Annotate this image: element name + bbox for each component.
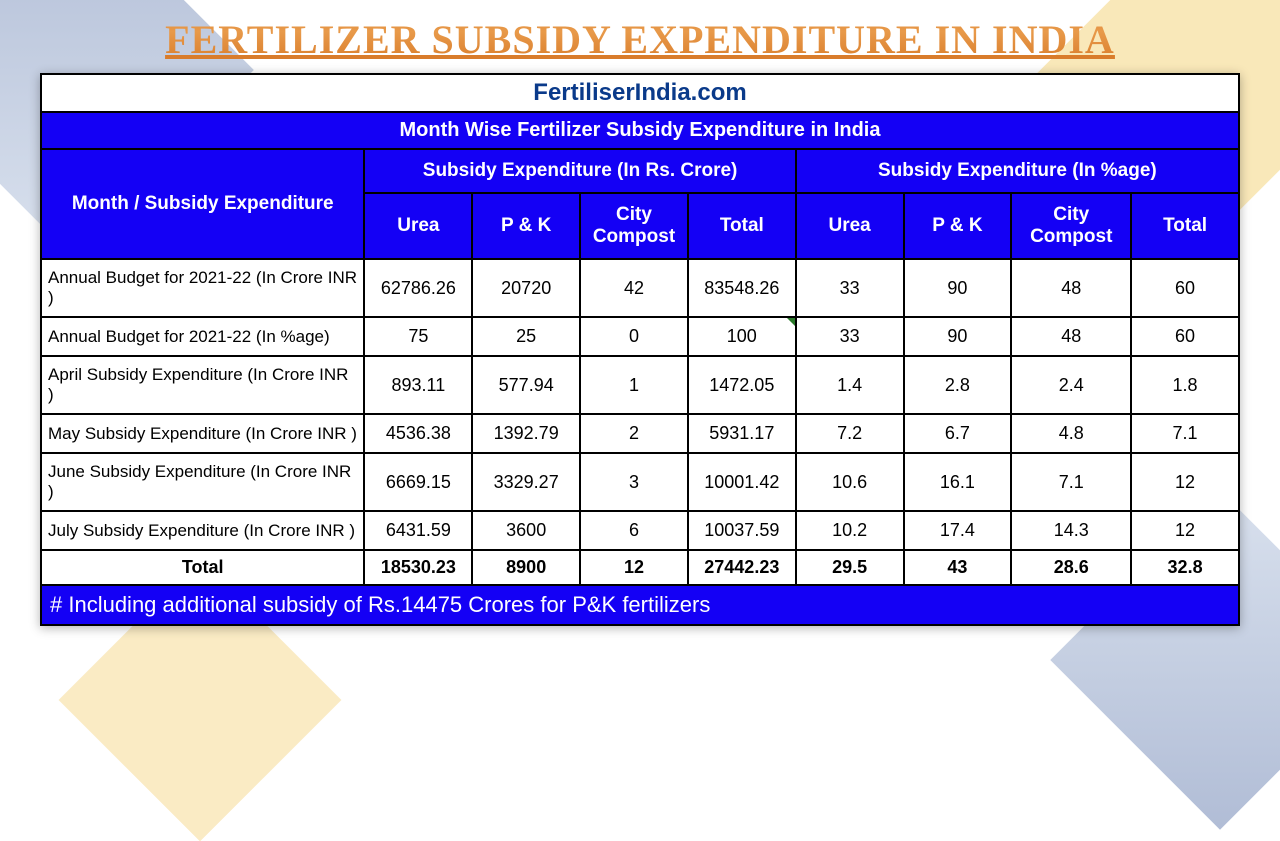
row-label: May Subsidy Expenditure (In Crore INR ) (41, 414, 364, 453)
cell: 1472.05 (688, 356, 796, 414)
cell-marker: 100 (688, 317, 796, 356)
total-cell: 29.5 (796, 550, 904, 585)
cell: 3329.27 (472, 453, 580, 511)
cell: 90 (904, 259, 1012, 317)
cell: 25 (472, 317, 580, 356)
cell: 20720 (472, 259, 580, 317)
cell: 4.8 (1011, 414, 1131, 453)
cell: 60 (1131, 259, 1239, 317)
cell: 1.8 (1131, 356, 1239, 414)
site-name-row: FertiliserIndia.com (41, 74, 1239, 112)
cell: 42 (580, 259, 688, 317)
cell: 6431.59 (364, 511, 472, 550)
cell: 577.94 (472, 356, 580, 414)
table-row: May Subsidy Expenditure (In Crore INR ) … (41, 414, 1239, 453)
table-title: Month Wise Fertilizer Subsidy Expenditur… (41, 112, 1239, 149)
cell: 16.1 (904, 453, 1012, 511)
cell: 7.2 (796, 414, 904, 453)
col-total-pct: Total (1131, 193, 1239, 259)
cell: 75 (364, 317, 472, 356)
col-pk-crore: P & K (472, 193, 580, 259)
cell: 90 (904, 317, 1012, 356)
cell: 6669.15 (364, 453, 472, 511)
cell: 48 (1011, 317, 1131, 356)
table-row: April Subsidy Expenditure (In Crore INR … (41, 356, 1239, 414)
cell: 2.4 (1011, 356, 1131, 414)
col-compost-pct: City Compost (1011, 193, 1131, 259)
cell: 893.11 (364, 356, 472, 414)
table-title-row: Month Wise Fertilizer Subsidy Expenditur… (41, 112, 1239, 149)
cell: 10037.59 (688, 511, 796, 550)
total-cell: 27442.23 (688, 550, 796, 585)
cell: 4536.38 (364, 414, 472, 453)
row-label: April Subsidy Expenditure (In Crore INR … (41, 356, 364, 414)
total-cell: 18530.23 (364, 550, 472, 585)
cell: 1 (580, 356, 688, 414)
col-urea-pct: Urea (796, 193, 904, 259)
cell: 3 (580, 453, 688, 511)
cell: 10001.42 (688, 453, 796, 511)
cell: 1392.79 (472, 414, 580, 453)
col-pk-pct: P & K (904, 193, 1012, 259)
footer-note: # Including additional subsidy of Rs.144… (41, 585, 1239, 625)
site-name: FertiliserIndia.com (41, 74, 1239, 112)
cell: 6.7 (904, 414, 1012, 453)
total-cell: 8900 (472, 550, 580, 585)
cell: 7.1 (1131, 414, 1239, 453)
total-label: Total (41, 550, 364, 585)
total-row: Total 18530.23 8900 12 27442.23 29.5 43 … (41, 550, 1239, 585)
cell: 10.2 (796, 511, 904, 550)
group-header-row: Month / Subsidy Expenditure Subsidy Expe… (41, 149, 1239, 193)
cell: 48 (1011, 259, 1131, 317)
cell: 12 (1131, 453, 1239, 511)
subsidy-table: FertiliserIndia.com Month Wise Fertilize… (40, 73, 1240, 626)
cell: 14.3 (1011, 511, 1131, 550)
total-cell: 12 (580, 550, 688, 585)
row-label: June Subsidy Expenditure (In Crore INR ) (41, 453, 364, 511)
page-title: FERTILIZER SUBSIDY EXPENDITURE IN INDIA (0, 0, 1280, 63)
cell: 33 (796, 259, 904, 317)
cell: 7.1 (1011, 453, 1131, 511)
row-label-header: Month / Subsidy Expenditure (41, 149, 364, 259)
cell: 60 (1131, 317, 1239, 356)
col-compost-crore: City Compost (580, 193, 688, 259)
cell: 2.8 (904, 356, 1012, 414)
total-cell: 43 (904, 550, 1012, 585)
subsidy-table-container: FertiliserIndia.com Month Wise Fertilize… (40, 73, 1240, 626)
cell: 83548.26 (688, 259, 796, 317)
row-label: Annual Budget for 2021-22 (In %age) (41, 317, 364, 356)
col-total-crore: Total (688, 193, 796, 259)
col-urea-crore: Urea (364, 193, 472, 259)
total-cell: 32.8 (1131, 550, 1239, 585)
row-label: July Subsidy Expenditure (In Crore INR ) (41, 511, 364, 550)
footer-note-row: # Including additional subsidy of Rs.144… (41, 585, 1239, 625)
cell: 62786.26 (364, 259, 472, 317)
pct-group-header: Subsidy Expenditure (In %age) (796, 149, 1239, 193)
cell: 10.6 (796, 453, 904, 511)
cell: 12 (1131, 511, 1239, 550)
cell: 3600 (472, 511, 580, 550)
cell: 33 (796, 317, 904, 356)
total-cell: 28.6 (1011, 550, 1131, 585)
cell: 2 (580, 414, 688, 453)
cell: 1.4 (796, 356, 904, 414)
table-row: Annual Budget for 2021-22 (In Crore INR … (41, 259, 1239, 317)
cell: 17.4 (904, 511, 1012, 550)
table-row: July Subsidy Expenditure (In Crore INR )… (41, 511, 1239, 550)
cell: 6 (580, 511, 688, 550)
table-row: Annual Budget for 2021-22 (In %age) 75 2… (41, 317, 1239, 356)
cell: 0 (580, 317, 688, 356)
cell: 5931.17 (688, 414, 796, 453)
row-label: Annual Budget for 2021-22 (In Crore INR … (41, 259, 364, 317)
table-row: June Subsidy Expenditure (In Crore INR )… (41, 453, 1239, 511)
crore-group-header: Subsidy Expenditure (In Rs. Crore) (364, 149, 795, 193)
